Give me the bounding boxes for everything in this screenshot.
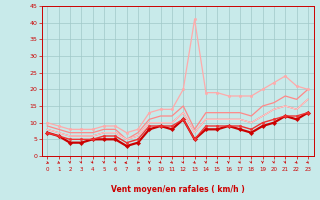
X-axis label: Vent moyen/en rafales ( km/h ): Vent moyen/en rafales ( km/h ): [111, 185, 244, 194]
